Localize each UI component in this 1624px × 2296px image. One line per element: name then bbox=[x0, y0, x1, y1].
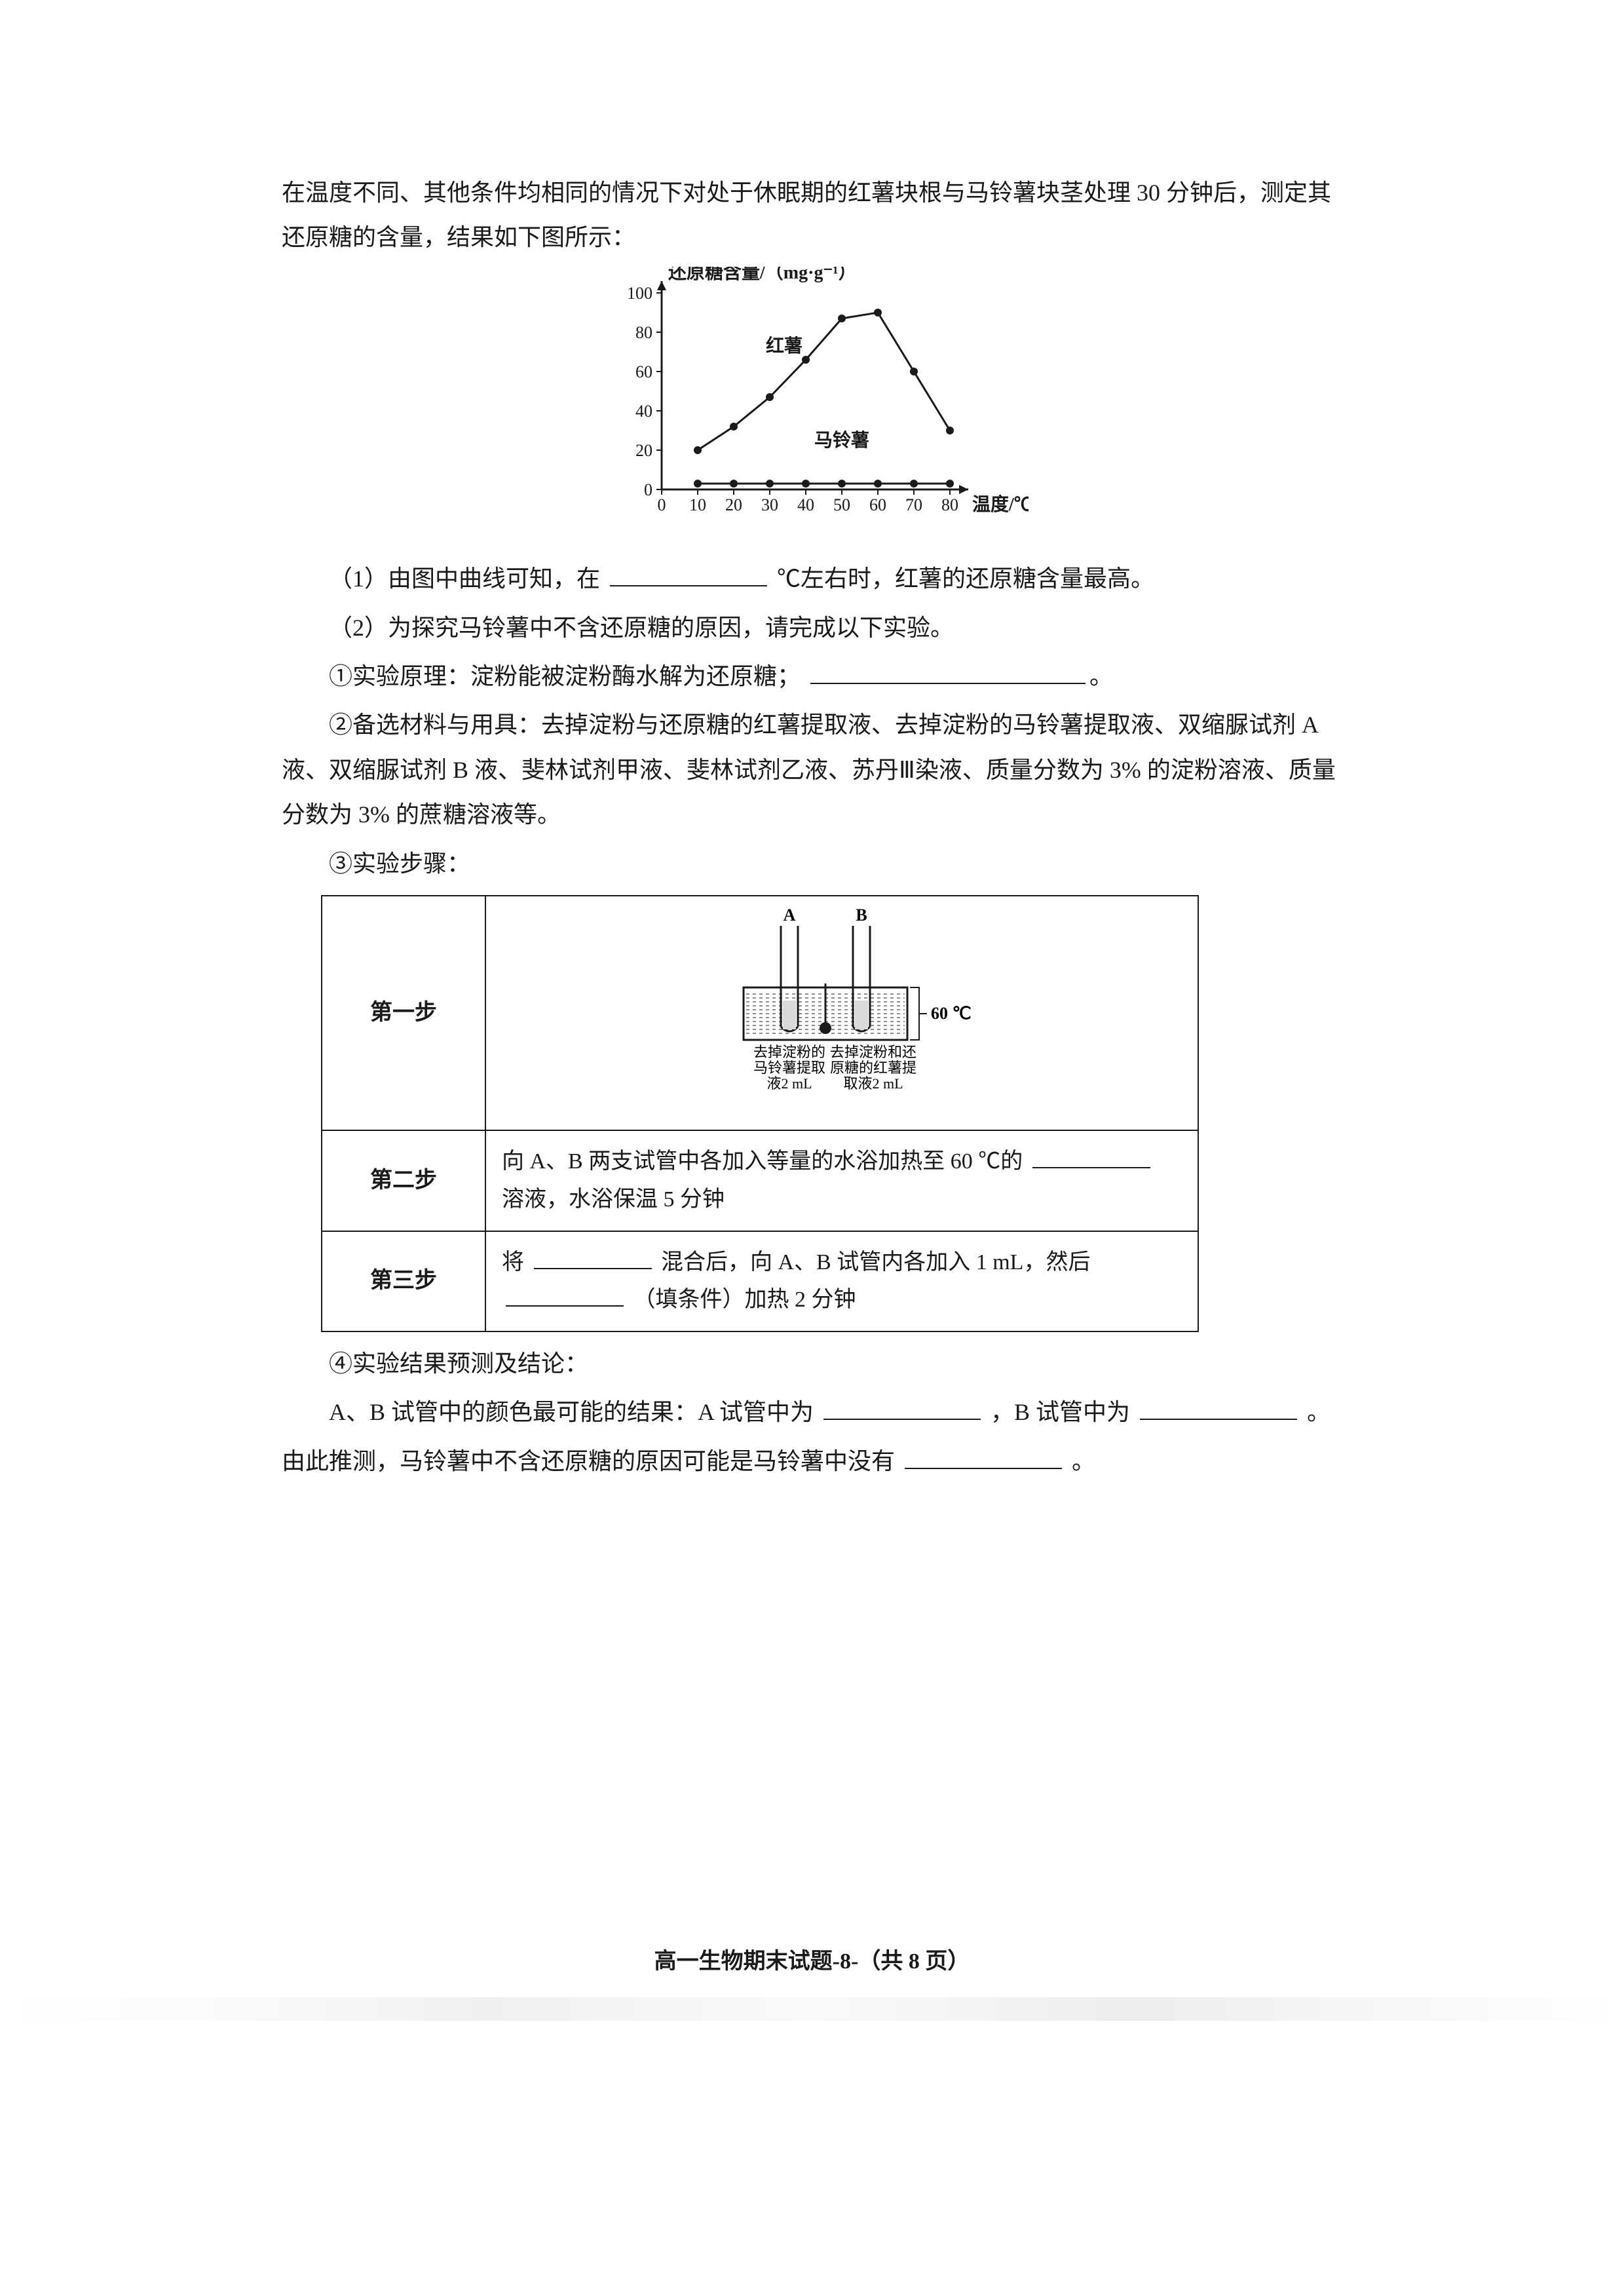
chart-container: 0 20 40 60 80 100 0 10 20 30 40 50 60 70 80 还原糖含量/（mg·g… bbox=[282, 267, 1342, 543]
intro-paragraph: 在温度不同、其他条件均相同的情况下对处于休眠期的红薯块根与马铃薯块茎处理 30 … bbox=[282, 170, 1342, 260]
svg-text:20: 20 bbox=[635, 441, 652, 460]
q1-blank bbox=[610, 562, 767, 586]
question-4-line2: 由此推测，马铃薯中不含还原糖的原因可能是马铃薯中没有 。 bbox=[282, 1439, 1342, 1483]
svg-text:0: 0 bbox=[644, 480, 652, 499]
table-row: 第二步 向 A、B 两支试管中各加入等量的水浴加热至 60 ℃的 溶液，水浴保温… bbox=[322, 1130, 1198, 1231]
question-1: （1）由图中曲线可知，在 ℃左右时，红薯的还原糖含量最高。 bbox=[282, 556, 1342, 601]
step1-content: A B 60 ℃ 去掉淀粉的马铃薯提取液2 mL 去掉淀粉和还原糖的红薯提取液2 mL bbox=[485, 896, 1198, 1130]
experiment-table: 第一步 A B 60 ℃ 去掉淀粉的马铃薯提取液2 mL 去掉淀粉和还原糖的红薯提取液2… bbox=[321, 895, 1199, 1332]
svg-text:马铃薯: 马铃薯 bbox=[814, 430, 869, 451]
svg-text:40: 40 bbox=[797, 495, 814, 514]
svg-text:取液2 mL: 取液2 mL bbox=[843, 1075, 903, 1092]
svg-text:温度/℃: 温度/℃ bbox=[972, 494, 1029, 515]
reducing-sugar-chart: 0 20 40 60 80 100 0 10 20 30 40 50 60 70 80 还原糖含量/（mg·g… bbox=[596, 267, 1029, 529]
q4-2-text-b: 。 bbox=[1072, 1448, 1095, 1474]
svg-text:去掉淀粉和还: 去掉淀粉和还 bbox=[830, 1044, 916, 1060]
q4-blank-b bbox=[1140, 1395, 1297, 1420]
svg-text:70: 70 bbox=[905, 495, 922, 514]
page-footer: 高一生物期末试题-8-（共 8 页） bbox=[0, 1943, 1624, 1975]
step3-blank-2 bbox=[506, 1283, 624, 1307]
svg-text:60: 60 bbox=[869, 495, 886, 514]
step1-label: 第一步 bbox=[322, 896, 485, 1130]
step3-text-c: （填条件）加热 2 分钟 bbox=[633, 1288, 856, 1312]
svg-text:红薯: 红薯 bbox=[765, 335, 802, 356]
q1-text-a: （1）由图中曲线可知，在 bbox=[329, 565, 600, 592]
svg-text:10: 10 bbox=[689, 495, 706, 514]
svg-text:A: A bbox=[784, 909, 796, 925]
svg-text:20: 20 bbox=[725, 495, 742, 514]
question-2-3: ③实验步骤： bbox=[282, 841, 1342, 886]
svg-text:马铃薯提取: 马铃薯提取 bbox=[753, 1060, 825, 1076]
svg-text:50: 50 bbox=[833, 495, 850, 514]
svg-text:100: 100 bbox=[627, 284, 652, 303]
step2-content: 向 A、B 两支试管中各加入等量的水浴加热至 60 ℃的 溶液，水浴保温 5 分… bbox=[485, 1130, 1198, 1231]
svg-text:去掉淀粉的: 去掉淀粉的 bbox=[753, 1044, 825, 1060]
svg-text:还原糖含量/（mg·g⁻¹）: 还原糖含量/（mg·g⁻¹） bbox=[668, 267, 857, 283]
test-tubes-diagram: A B 60 ℃ 去掉淀粉的马铃薯提取液2 mL 去掉淀粉和还原糖的红薯提取液2 mL bbox=[671, 909, 1012, 1105]
question-2: （2）为探究马铃薯中不含还原糖的原因，请完成以下实验。 bbox=[282, 605, 1342, 650]
step2-blank bbox=[1032, 1145, 1150, 1168]
question-4-line1: A、B 试管中的颜色最可能的结果：A 试管中为 ，B 试管中为 。 bbox=[282, 1390, 1342, 1434]
q4-blank-a bbox=[823, 1395, 981, 1420]
svg-text:40: 40 bbox=[635, 402, 652, 421]
svg-text:30: 30 bbox=[761, 495, 778, 514]
question-2-1: ①实验原理：淀粉能被淀粉酶水解为还原糖； 。 bbox=[282, 654, 1342, 698]
svg-text:液2 mL: 液2 mL bbox=[766, 1075, 812, 1092]
q4-2-text-a: 由此推测，马铃薯中不含还原糖的原因可能是马铃薯中没有 bbox=[282, 1448, 895, 1474]
question-4: ④实验结果预测及结论： bbox=[282, 1341, 1342, 1386]
step3-content: 将 混合后，向 A、B 试管内各加入 1 mL，然后 （填条件）加热 2 分钟 bbox=[485, 1231, 1198, 1332]
step3-text-a: 将 bbox=[502, 1250, 524, 1274]
step3-text-b: 混合后，向 A、B 试管内各加入 1 mL，然后 bbox=[661, 1250, 1090, 1274]
svg-text:原糖的红薯提: 原糖的红薯提 bbox=[830, 1060, 916, 1076]
step2-text-a: 向 A、B 两支试管中各加入等量的水浴加热至 60 ℃的 bbox=[502, 1149, 1023, 1174]
svg-text:B: B bbox=[856, 909, 867, 925]
step3-blank-1 bbox=[534, 1246, 652, 1269]
q4-text-c: 。 bbox=[1307, 1399, 1331, 1425]
step2-text-b: 溶液，水浴保温 5 分钟 bbox=[502, 1187, 725, 1212]
q4-text-b: ，B 试管中为 bbox=[991, 1399, 1130, 1425]
q1-text-b: ℃左右时，红薯的还原糖含量最高。 bbox=[777, 565, 1154, 592]
q2-1-blank bbox=[810, 659, 1086, 684]
svg-text:60 ℃: 60 ℃ bbox=[931, 1004, 972, 1023]
step2-label: 第二步 bbox=[322, 1130, 485, 1231]
q4-text-a: A、B 试管中的颜色最可能的结果：A 试管中为 bbox=[329, 1399, 814, 1425]
question-2-2: ②备选材料与用具：去掉淀粉与还原糖的红薯提取液、去掉淀粉的马铃薯提取液、双缩脲试… bbox=[282, 702, 1342, 837]
svg-text:0: 0 bbox=[657, 495, 666, 514]
table-row: 第一步 A B 60 ℃ 去掉淀粉的马铃薯提取液2 mL 去掉淀粉和还原糖的红薯提取液2… bbox=[322, 896, 1198, 1130]
svg-text:60: 60 bbox=[635, 362, 652, 381]
scan-smudge bbox=[0, 1997, 1624, 2021]
q4-2-blank bbox=[905, 1444, 1062, 1469]
svg-text:80: 80 bbox=[635, 323, 652, 342]
table-row: 第三步 将 混合后，向 A、B 试管内各加入 1 mL，然后 （填条件）加热 2… bbox=[322, 1231, 1198, 1332]
step3-label: 第三步 bbox=[322, 1231, 485, 1332]
q2-1-text: ①实验原理：淀粉能被淀粉酶水解为还原糖； bbox=[329, 663, 801, 689]
svg-text:80: 80 bbox=[941, 495, 958, 514]
